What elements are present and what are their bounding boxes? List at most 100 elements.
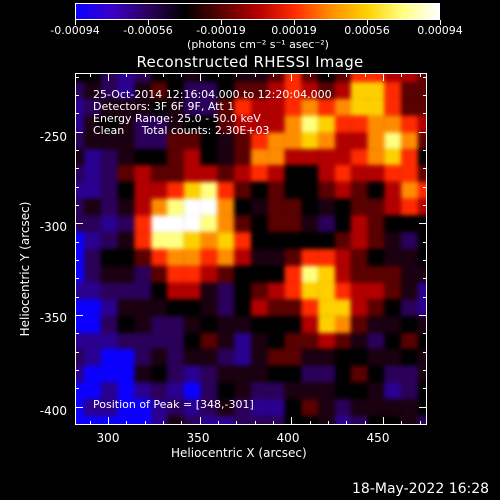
- heatmap-cell: [334, 382, 352, 400]
- heatmap-cell: [150, 215, 168, 233]
- plot-title: Reconstructed RHESSI Image: [136, 53, 364, 71]
- heatmap-cell: [401, 382, 419, 400]
- heatmap-cell: [317, 81, 335, 99]
- heatmap-cell: [200, 165, 218, 183]
- heatmap-cell: [200, 98, 218, 116]
- annotation-time-range: 25-Oct-2014 12:16:04.000 to 12:20:04.000: [93, 88, 332, 101]
- y-tick-label: -350: [39, 311, 67, 325]
- heatmap-cell: [217, 349, 235, 366]
- heatmap-cell: [418, 265, 426, 283]
- colorbar-tick: [366, 20, 368, 25]
- heatmap-cell: [150, 265, 168, 283]
- heatmap-cell: [217, 215, 235, 233]
- y-tick-label: -400: [39, 404, 67, 418]
- heatmap-cell: [150, 165, 168, 183]
- heatmap-cell: [284, 215, 302, 233]
- heatmap-cell: [284, 232, 302, 249]
- image-heatmap: [76, 74, 426, 424]
- heatmap-cell: [317, 132, 335, 149]
- axis-tick: [108, 417, 109, 425]
- heatmap-cell: [351, 265, 368, 283]
- heatmap-cell: [167, 265, 185, 283]
- axis-tick: [75, 168, 79, 170]
- heatmap-cell: [301, 148, 318, 166]
- heatmap-cell: [184, 132, 201, 149]
- heatmap-cell: [184, 299, 201, 316]
- heatmap-cell: [200, 349, 218, 366]
- axis-tick: [236, 421, 238, 425]
- heatmap-cell: [100, 382, 118, 400]
- colorbar-tick: [74, 20, 76, 25]
- heatmap-cell: [418, 282, 426, 300]
- heatmap-cell: [234, 282, 251, 300]
- heatmap-cell: [76, 74, 84, 82]
- heatmap-cell: [134, 132, 151, 149]
- heatmap-cell: [317, 115, 335, 133]
- heatmap-cell: [384, 81, 402, 99]
- heatmap-cell: [167, 315, 185, 333]
- heatmap-cell: [134, 98, 151, 116]
- heatmap-cell: [251, 215, 268, 233]
- heatmap-cell: [100, 148, 118, 166]
- heatmap-cell: [301, 132, 318, 149]
- heatmap-cell: [217, 382, 235, 400]
- heatmap-cell: [150, 98, 168, 116]
- heatmap-cell: [83, 332, 101, 350]
- axis-tick: [273, 421, 274, 425]
- heatmap-cell: [317, 98, 335, 116]
- heatmap-cell: [284, 265, 302, 283]
- heatmap-cell: [418, 132, 426, 149]
- heatmap-cell: [234, 249, 251, 266]
- axis-tick: [423, 76, 427, 78]
- heatmap-cell: [317, 198, 335, 216]
- heatmap-cell: [334, 81, 352, 99]
- axis-tick: [423, 168, 427, 170]
- heatmap-cell: [284, 382, 302, 400]
- heatmap-cell: [301, 399, 318, 417]
- heatmap-cell: [284, 132, 302, 149]
- heatmap-cell: [76, 81, 84, 99]
- heatmap-cell: [401, 265, 419, 283]
- heatmap-cell: [150, 365, 168, 383]
- axis-tick: [328, 421, 329, 425]
- heatmap-cell: [351, 232, 368, 249]
- heatmap-cell: [284, 115, 302, 133]
- heatmap-cell: [117, 399, 135, 417]
- heatmap-cell: [234, 132, 251, 149]
- axis-tick: [419, 223, 427, 225]
- heatmap-cell: [76, 265, 84, 283]
- axis-tick: [75, 351, 79, 353]
- heatmap-cell: [184, 315, 201, 333]
- heatmap-cell: [234, 115, 251, 133]
- heatmap-cell: [234, 74, 251, 82]
- heatmap-cell: [267, 98, 285, 116]
- axis-tick: [401, 73, 403, 77]
- heatmap-cell: [76, 115, 84, 133]
- heatmap-cell: [217, 315, 235, 333]
- heatmap-cell: [76, 198, 84, 216]
- heatmap-cell: [117, 249, 135, 266]
- heatmap-cell: [150, 115, 168, 133]
- heatmap-cell: [267, 282, 285, 300]
- heatmap-cell: [76, 365, 84, 383]
- heatmap-cell: [267, 315, 285, 333]
- heatmap-cell: [384, 132, 402, 149]
- heatmap-cell: [134, 399, 151, 417]
- heatmap-cell: [76, 416, 84, 424]
- heatmap-cell: [301, 182, 318, 199]
- heatmap-cell: [284, 198, 302, 216]
- heatmap-cell: [367, 182, 385, 199]
- heatmap-cell: [184, 365, 201, 383]
- heatmap-cell: [117, 382, 135, 400]
- heatmap-cell: [167, 349, 185, 366]
- heatmap-cell: [117, 299, 135, 316]
- axis-tick: [383, 73, 384, 81]
- heatmap-cell: [418, 115, 426, 133]
- heatmap-cell: [76, 349, 84, 366]
- heatmap-cell: [200, 132, 218, 149]
- heatmap-cell: [83, 98, 101, 116]
- heatmap-cell: [234, 365, 251, 383]
- heatmap-cell: [117, 74, 135, 82]
- heatmap-cell: [150, 148, 168, 166]
- heatmap-cell: [401, 148, 419, 166]
